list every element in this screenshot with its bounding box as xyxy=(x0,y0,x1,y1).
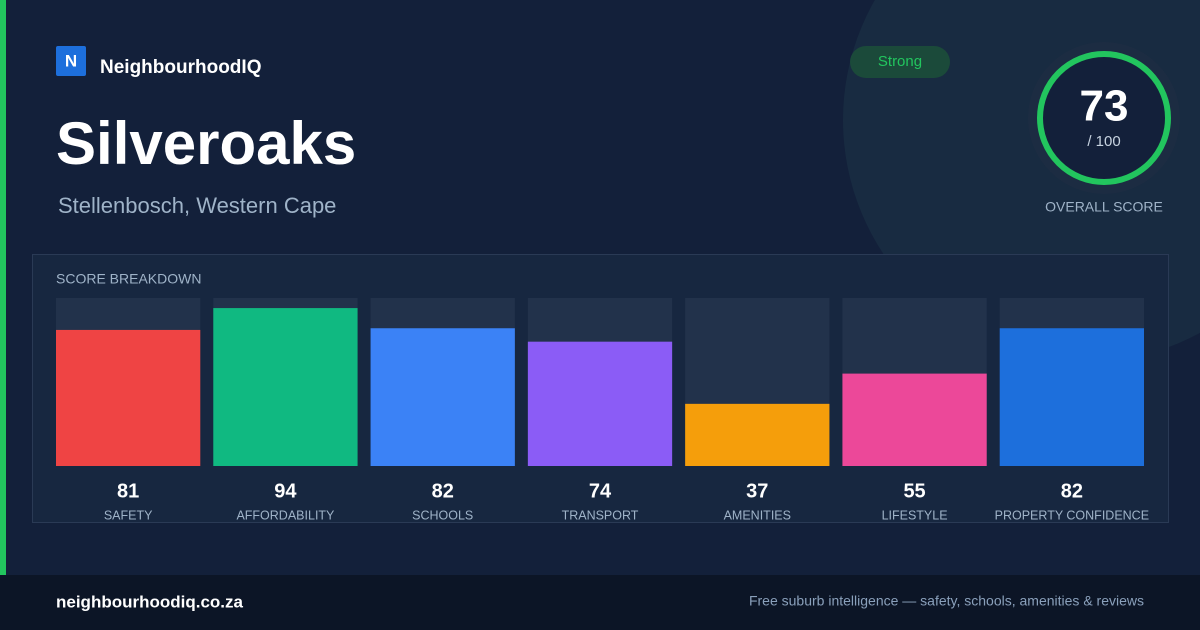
footer-band xyxy=(0,575,1200,630)
bar-value: 81 xyxy=(117,480,139,502)
logo-letter: N xyxy=(65,51,77,70)
score-ring xyxy=(1037,51,1171,185)
bar-value: 82 xyxy=(432,480,454,502)
bar-value: 74 xyxy=(589,480,612,502)
bar-value: 82 xyxy=(1061,480,1083,502)
bar-group: 81 SAFETY 94 AFFORDABILITY 82 SCHOOLS 74 TRANSP… xyxy=(56,298,1149,522)
suburb-title: Silveroaks xyxy=(56,110,356,177)
brand-name: NeighbourhoodIQ xyxy=(100,57,261,78)
score-max: / 100 xyxy=(1087,133,1120,150)
bar xyxy=(999,328,1144,466)
bar-value: 94 xyxy=(274,480,297,502)
chart-title: SCORE BREAKDOWN xyxy=(56,271,201,287)
bar xyxy=(685,403,830,466)
bar-category: AFFORDABILITY xyxy=(236,508,335,522)
score-label: OVERALL SCORE xyxy=(1045,199,1163,215)
bar-value: 37 xyxy=(746,480,768,502)
bar-category: TRANSPORT xyxy=(562,508,639,522)
score-value: 73 xyxy=(1080,82,1129,131)
bar-value: 55 xyxy=(903,480,925,502)
bar xyxy=(56,329,201,466)
bar xyxy=(527,341,673,466)
logo-box xyxy=(56,46,86,76)
badge-text: Strong xyxy=(878,53,922,70)
bar-category: SAFETY xyxy=(104,508,153,522)
bar-category: SCHOOLS xyxy=(412,508,473,522)
suburb-location: Stellenbosch, Western Cape xyxy=(58,193,336,218)
bar-category: AMENITIES xyxy=(724,508,791,522)
badge xyxy=(850,46,950,78)
bar-category: LIFESTYLE xyxy=(882,508,948,522)
bar xyxy=(213,308,358,466)
bar xyxy=(842,373,987,466)
footer-domain: neighbourhoodiq.co.za xyxy=(56,592,244,611)
bar-category: PROPERTY CONFIDENCE xyxy=(995,508,1149,522)
footer-tagline: Free suburb intelligence — safety, schoo… xyxy=(749,593,1144,609)
accent-stripe xyxy=(0,0,6,575)
bar xyxy=(370,328,515,466)
